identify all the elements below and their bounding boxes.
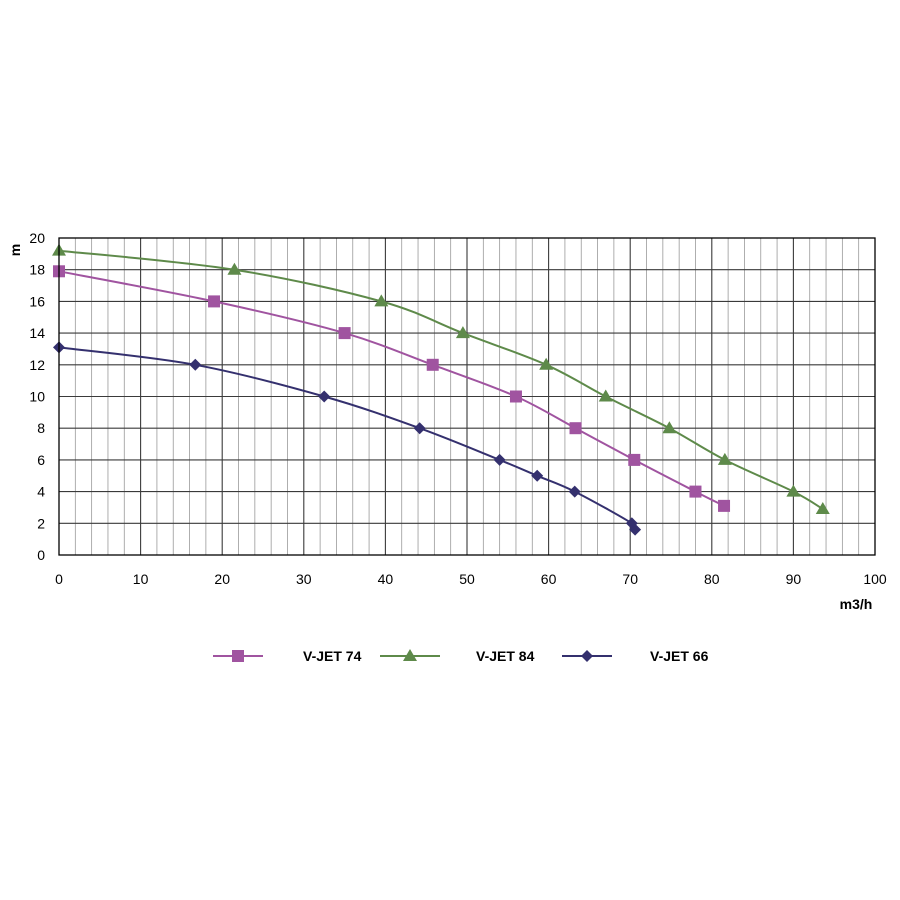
axis-ticks: 0 10 20 30 40 50 60 70 80 90 100 0 2 4 6 8 10 12 14 16 18 20 [29,230,886,587]
series-layer [52,243,830,536]
data-point-v-jet-74 [628,453,641,466]
y-tick-label: 4 [37,484,45,500]
data-point-v-jet-84 [662,421,677,434]
x-tick-label: 10 [133,571,149,587]
legend: V-JET 74 V-JET 84 V-JET 66 [213,648,709,664]
data-point-v-jet-84 [815,502,830,515]
data-point-v-jet-74 [208,295,221,308]
x-tick-label: 30 [296,571,312,587]
x-axis-label: m3/h [840,596,873,612]
y-tick-label: 14 [29,325,45,341]
data-point-v-jet-66 [629,523,642,536]
y-tick-label: 6 [37,452,45,468]
x-tick-label: 90 [786,571,802,587]
legend-label-v-jet-84: V-JET 84 [476,648,535,664]
y-tick-label: 18 [29,262,45,278]
legend-marker-v-jet-84 [403,649,417,661]
data-point-v-jet-66 [189,358,202,371]
series-line-v-jet-66 [58,346,639,531]
data-point-v-jet-74 [569,422,582,435]
x-tick-label: 100 [863,571,887,587]
x-tick-label: 60 [541,571,557,587]
y-tick-label: 8 [37,420,45,436]
y-tick-label: 10 [29,389,45,405]
data-point-v-jet-66 [413,422,426,435]
data-point-v-jet-84 [717,452,732,465]
series-line-v-jet-74 [58,270,725,507]
plot-frame [58,237,876,556]
y-tick-label: 20 [29,230,45,246]
data-point-v-jet-84 [598,389,613,402]
data-point-v-jet-74 [338,327,351,340]
y-axis-label: m [7,244,23,256]
data-point-v-jet-84 [374,294,389,307]
grid [59,238,875,555]
x-tick-label: 20 [214,571,230,587]
data-point-v-jet-74 [689,485,702,498]
data-point-v-jet-84 [786,484,801,497]
y-tick-label: 0 [37,547,45,563]
data-point-v-jet-84 [455,326,470,339]
data-point-v-jet-84 [227,262,242,275]
x-tick-label: 70 [622,571,638,587]
data-point-v-jet-66 [531,469,544,482]
legend-marker-v-jet-74 [232,650,244,662]
y-tick-label: 12 [29,357,45,373]
y-tick-label: 2 [37,515,45,531]
data-point-v-jet-74 [509,390,522,403]
x-tick-label: 0 [55,571,63,587]
data-point-v-jet-74 [426,358,439,371]
data-point-v-jet-66 [318,390,331,403]
x-tick-label: 80 [704,571,720,587]
legend-marker-v-jet-66 [581,650,593,662]
legend-label-v-jet-66: V-JET 66 [650,648,709,664]
x-tick-label: 50 [459,571,475,587]
x-tick-label: 40 [378,571,394,587]
data-point-v-jet-66 [493,453,506,466]
data-point-v-jet-74 [718,499,731,512]
y-tick-label: 16 [29,293,45,309]
data-point-v-jet-84 [539,357,554,370]
data-point-v-jet-66 [568,485,581,498]
legend-label-v-jet-74: V-JET 74 [303,648,362,664]
